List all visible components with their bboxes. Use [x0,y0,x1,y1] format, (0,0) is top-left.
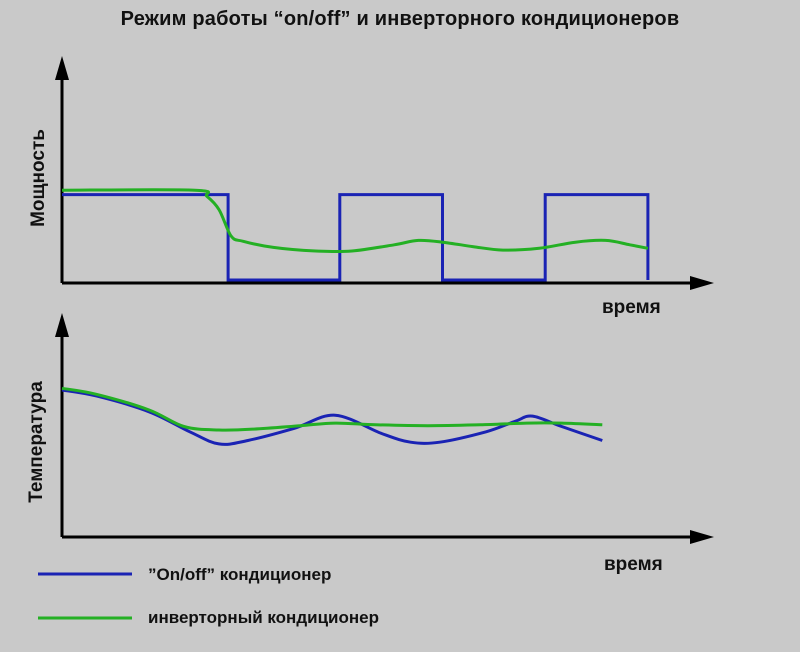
temperature-chart: Температура время [26,313,714,575]
temp-onoff-line [61,388,603,446]
power-y-label: Мощность [28,129,49,227]
legend: ”On/off” кондиционер инверторный кондици… [38,565,379,627]
temp-y-label: Температура [26,381,47,503]
temp-x-arrow [690,530,714,544]
legend-label-inverter: инверторный кондиционер [148,608,379,627]
power-inverter-line [61,188,649,254]
power-x-arrow [690,276,714,290]
power-onoff-line [62,193,650,282]
power-y-arrow [55,56,69,80]
legend-label-onoff: ”On/off” кондиционер [148,565,331,584]
temp-y-arrow [55,313,69,337]
power-x-label: время [602,297,661,318]
chart-title: Режим работы “on/off” и инверторного кон… [120,8,680,30]
power-chart: Мощность время [28,56,714,318]
temp-inverter-line [61,386,603,432]
temp-x-label: время [604,554,663,575]
